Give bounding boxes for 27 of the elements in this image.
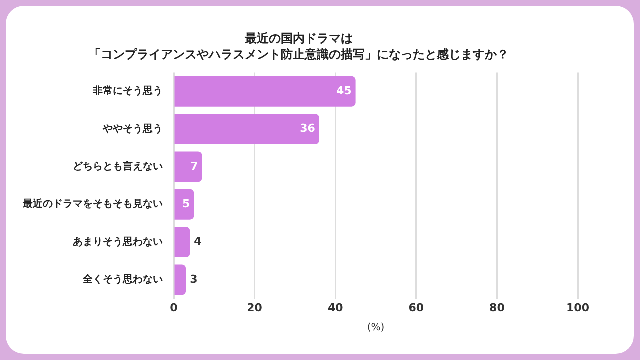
data-label: 5 — [182, 197, 190, 210]
y-tick-label: 非常にそう思う — [92, 85, 163, 98]
x-tick-label: 100 — [566, 301, 590, 314]
data-label: 3 — [190, 272, 198, 286]
data-label: 36 — [300, 122, 316, 136]
x-tick-label: 60 — [408, 301, 424, 314]
y-tick-label: 全くそう思わない — [82, 274, 163, 286]
bar — [174, 114, 320, 145]
bar — [174, 189, 194, 220]
y-tick-label: どちらとも言えない — [73, 160, 163, 173]
x-tick-label: 20 — [247, 301, 263, 314]
x-axis-title: (%) — [367, 322, 385, 334]
x-tick-label: 40 — [328, 301, 344, 314]
bar — [174, 152, 202, 182]
bar — [174, 76, 356, 107]
y-tick-label: あまりそう思わない — [73, 236, 163, 248]
chart-subtitle: 「コンプライアンスやハラスメント防止意識の描写」になったと感じますか？ — [89, 48, 509, 62]
data-label: 7 — [190, 160, 198, 173]
bar — [174, 227, 190, 258]
y-tick-label: 最近のドラマをそもそも見ない — [22, 198, 163, 210]
y-tick-label: ややそう思う — [102, 122, 163, 135]
data-label: 45 — [336, 84, 352, 98]
chart-title: 最近の国内ドラマは — [244, 31, 353, 46]
x-tick-label: 80 — [490, 301, 506, 314]
bar — [174, 264, 186, 296]
data-label: 4 — [194, 235, 202, 248]
x-tick-label: 0 — [170, 301, 178, 314]
